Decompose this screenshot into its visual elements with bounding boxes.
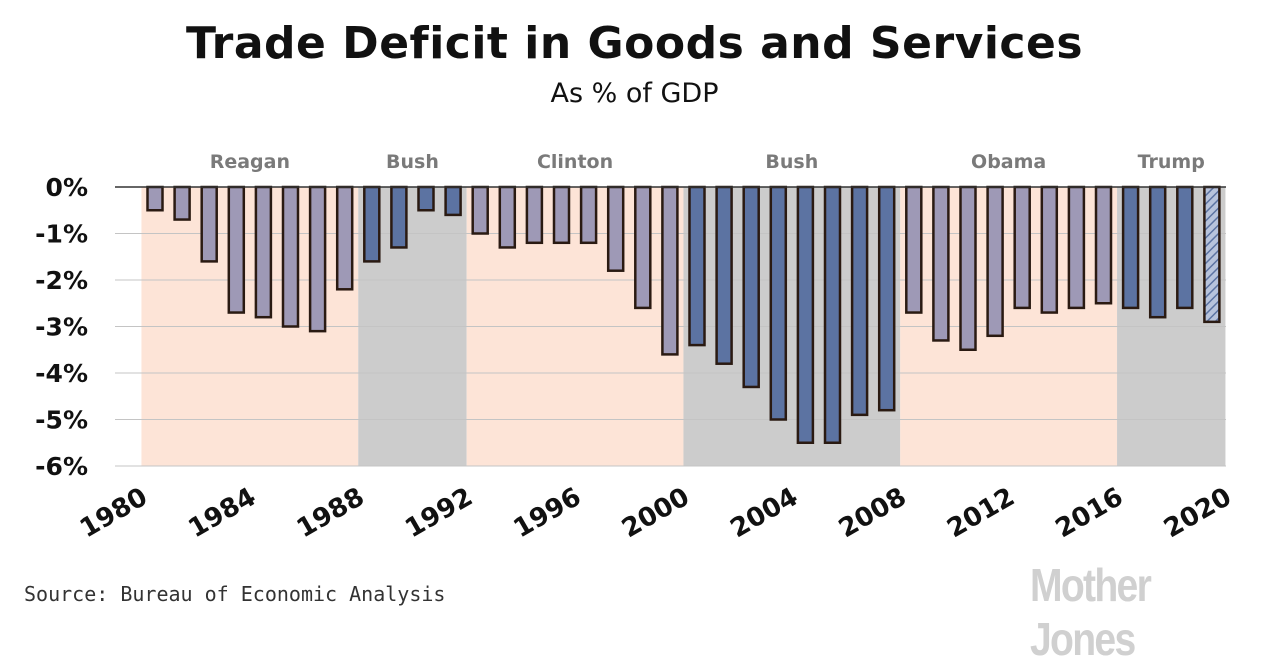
x-tick-label: 2016: [1051, 482, 1129, 544]
y-tick-label: 0%: [46, 173, 88, 202]
bar-1999: [634, 185, 652, 310]
bar-2005: [796, 185, 815, 444]
x-tick-label: 2008: [834, 482, 912, 544]
bar-2011: [959, 185, 977, 351]
x-tick-label: 2020: [1159, 482, 1237, 544]
bar-2010: [932, 185, 950, 342]
admin-label-bush: Bush: [386, 151, 439, 173]
y-tick-label: -6%: [35, 452, 88, 481]
source-note: Source: Bureau of Economic Analysis: [24, 582, 446, 606]
chart-title: Trade Deficit in Goods and Services: [185, 18, 1084, 69]
admin-label-reagan: Reagan: [210, 151, 290, 173]
y-tick-label: -1%: [35, 220, 88, 249]
admin-label-clinton: Clinton: [537, 151, 613, 173]
brand-logo: Mother Jones: [1030, 559, 1152, 665]
y-tick-label: -5%: [35, 406, 88, 435]
bar-2013: [1013, 185, 1031, 310]
bar-1992: [444, 185, 462, 217]
trade-deficit-chart: 0% -1% -2% -3% -4% -5% -6% 1980 1984 1988 1992 199…: [35, 151, 1237, 544]
admin-label-bush: Bush: [765, 151, 818, 173]
bar-2014: [1040, 185, 1059, 314]
x-tick-label: 1992: [400, 482, 478, 544]
bar-2019: [1176, 185, 1194, 310]
bar-2012: [986, 185, 1004, 338]
x-tick-label: 1984: [183, 482, 261, 544]
bar-1986: [281, 185, 300, 328]
admin-label-obama: Obama: [971, 151, 1046, 173]
bar-2006: [823, 185, 842, 444]
bar-2017: [1121, 185, 1140, 310]
bar-1996: [552, 185, 571, 245]
bar-2000: [661, 185, 679, 356]
bar-1989: [363, 185, 381, 263]
bar-1990: [390, 185, 408, 249]
bar-1982: [173, 185, 191, 221]
bar-2015: [1067, 185, 1086, 310]
bar-2003: [742, 185, 760, 389]
chart-subtitle: As % of GDP: [550, 78, 719, 109]
bar-1997: [579, 185, 598, 245]
bar-2004: [769, 185, 788, 421]
bar-1981: [146, 185, 164, 212]
x-tick-label: 2012: [942, 482, 1020, 544]
bar-2001: [688, 185, 706, 347]
admin-label-trump: Trump: [1138, 151, 1205, 173]
bar-1994: [498, 185, 517, 249]
bar-2020: [1203, 185, 1221, 324]
bar-2008: [877, 185, 896, 412]
bar-2002: [715, 185, 733, 365]
x-tick-label: 2004: [725, 482, 803, 544]
bar-1988: [335, 185, 354, 291]
y-tick-label: -3%: [35, 313, 88, 342]
bar-2009: [905, 185, 923, 314]
bar-1991: [417, 185, 435, 212]
x-tick-label: 2000: [617, 482, 695, 544]
bar-1987: [308, 185, 327, 333]
bar-1995: [525, 185, 544, 245]
bar-1998: [606, 185, 625, 272]
x-tick-label: 1980: [75, 482, 153, 544]
bar-1983: [200, 185, 218, 263]
y-tick-label: -2%: [35, 266, 88, 295]
bar-2018: [1148, 185, 1167, 319]
bar-1985: [254, 185, 273, 319]
bar-2016: [1094, 185, 1113, 305]
bar-1984: [227, 185, 246, 314]
x-tick-label: 1996: [509, 482, 587, 544]
y-tick-label: -4%: [35, 359, 88, 388]
bar-1993: [471, 185, 489, 235]
x-tick-label: 1988: [292, 482, 370, 544]
bar-2007: [850, 185, 869, 417]
